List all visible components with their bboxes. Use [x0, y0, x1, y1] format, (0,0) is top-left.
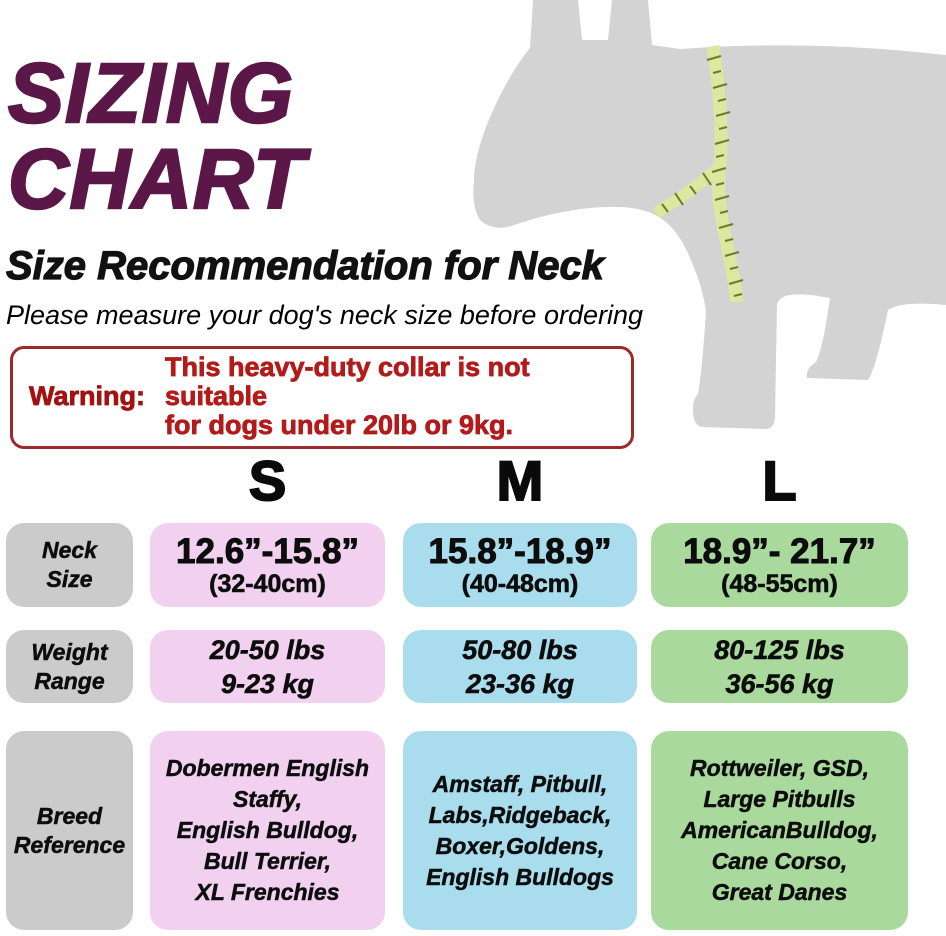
warning-label: Warning:: [29, 381, 146, 412]
cell-neck-size-l: 18.9”- 21.7” (48-55cm): [651, 523, 908, 607]
weight-s-lbs: 20-50 lbs: [209, 634, 326, 665]
text-line: AmericanBulldog,: [681, 817, 878, 844]
text-line: Rottweiler, GSD,: [690, 755, 869, 782]
column-header-s: S: [248, 449, 287, 513]
cell-weight-range-l: 80-125 lbs 36-56 kg: [651, 630, 908, 703]
cell-breed-reference-s: Dobermen English Staffy, English Bulldog, B…: [150, 731, 385, 930]
weight-m-kg: 23-36 kg: [465, 668, 575, 699]
page-title: SIZING CHART: [7, 46, 306, 226]
dog-silhouette: [473, 0, 946, 429]
text-line: Dobermen English: [165, 755, 370, 782]
text-line: Labs,Ridgeback,: [428, 801, 612, 828]
measuring-tape: [706, 45, 744, 303]
neck-size-s-inches: 12.6”-15.8”: [176, 531, 360, 571]
text-line: Great Danes: [711, 879, 848, 906]
subtitle: Size Recommendation for Neck: [5, 243, 604, 288]
cell-weight-range-s: 20-50 lbs 9-23 kg: [150, 630, 385, 703]
row-label-breed-reference: Breed Reference: [6, 731, 133, 930]
page-title-line1: SIZING: [7, 46, 295, 140]
neck-size-s-cm: (32-40cm): [209, 569, 326, 598]
neck-size-l-cm: (48-55cm): [721, 569, 838, 598]
tape-tick-marks: [661, 55, 744, 297]
text-line: English Bulldogs: [426, 863, 614, 890]
weight-l-lbs: 80-125 lbs: [714, 634, 845, 665]
text-line: This heavy-duty collar is not suitable: [164, 352, 530, 411]
column-header-m: M: [496, 449, 545, 513]
neck-size-m-inches: 15.8”-18.9”: [428, 531, 612, 571]
text-line: XL Frenchies: [195, 879, 340, 906]
text-line: Cane Corso,: [711, 848, 848, 875]
row-label-weight-range: Weight Range: [6, 630, 133, 703]
weight-l-kg: 36-56 kg: [725, 668, 834, 699]
weight-s-kg: 9-23 kg: [220, 668, 315, 699]
cell-neck-size-s: 12.6”-15.8” (32-40cm): [150, 523, 385, 607]
text-line: Boxer,Goldens,: [435, 832, 605, 859]
text-line: for dogs under 20lb or 9kg.: [164, 410, 514, 440]
text-line: English Bulldog,: [176, 817, 359, 844]
neck-size-m-cm: (40-48cm): [461, 569, 579, 598]
warning-box: Warning: This heavy-duty collar is not s…: [10, 346, 634, 449]
text-line: Large Pitbulls: [703, 786, 856, 813]
cell-weight-range-m: 50-80 lbs 23-36 kg: [403, 630, 637, 703]
column-header-l: L: [761, 449, 797, 513]
measuring-tape-branch: [652, 163, 723, 219]
dog-measuring-tape-illustration: [473, 0, 946, 429]
cell-breed-reference-l: Rottweiler, GSD, Large Pitbulls AmericanBu…: [651, 731, 908, 930]
measure-note: Please measure your dog's neck size befo…: [6, 300, 644, 330]
cell-neck-size-m: 15.8”-18.9” (40-48cm): [403, 523, 637, 607]
page-title-line2: CHART: [7, 132, 306, 226]
text-line: Staffy,: [232, 786, 303, 813]
weight-m-lbs: 50-80 lbs: [462, 634, 578, 665]
neck-size-l-inches: 18.9”- 21.7”: [683, 531, 877, 571]
cell-breed-reference-m: Amstaff, Pitbull, Labs,Ridgeback, Boxer,Go…: [403, 731, 637, 930]
row-label-neck-size: Neck Size: [6, 523, 133, 607]
text-line: Amstaff, Pitbull,: [432, 770, 608, 797]
text-line: Bull Terrier,: [204, 848, 331, 875]
warning-message: This heavy-duty collar is not suitable fo…: [164, 352, 619, 440]
